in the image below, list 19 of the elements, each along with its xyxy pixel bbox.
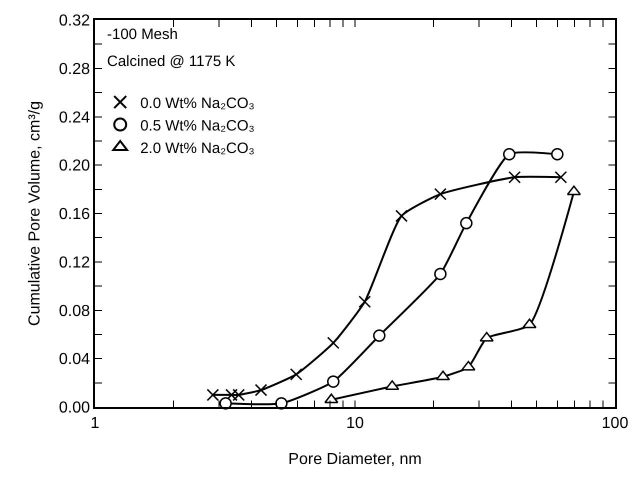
x-axis-title: Pore Diameter, nm	[288, 451, 422, 468]
y-tick-label: 0.00	[58, 400, 90, 417]
legend-label: 2.0 Wt% Na₂CO₃	[140, 140, 255, 157]
x-tick-label: 10	[346, 414, 364, 432]
y-tick-label: 0.08	[58, 302, 90, 320]
y-tick-label: 0.32	[58, 12, 90, 30]
y-tick-label: 0.04	[58, 351, 90, 368]
y-axis-title: Cumulative Pore Volume, cm³/g	[26, 101, 44, 326]
legend-label: 0.0 Wt% Na₂CO₃	[140, 94, 255, 112]
y-tick-label: 0.20	[58, 158, 90, 175]
y-tick-label: 0.28	[58, 60, 90, 78]
annotation: Calcined @ 1175 K	[107, 53, 236, 70]
annotation: -100 Mesh	[107, 26, 178, 43]
y-tick-label: 0.24	[58, 109, 90, 126]
y-tick-label: 0.16	[58, 206, 90, 224]
legend-label: 0.5 Wt% Na₂CO₃	[140, 117, 255, 134]
y-tick-label: 0.12	[58, 254, 90, 272]
x-tick-label: 1	[90, 414, 100, 432]
x-tick-label: 100	[602, 414, 628, 432]
